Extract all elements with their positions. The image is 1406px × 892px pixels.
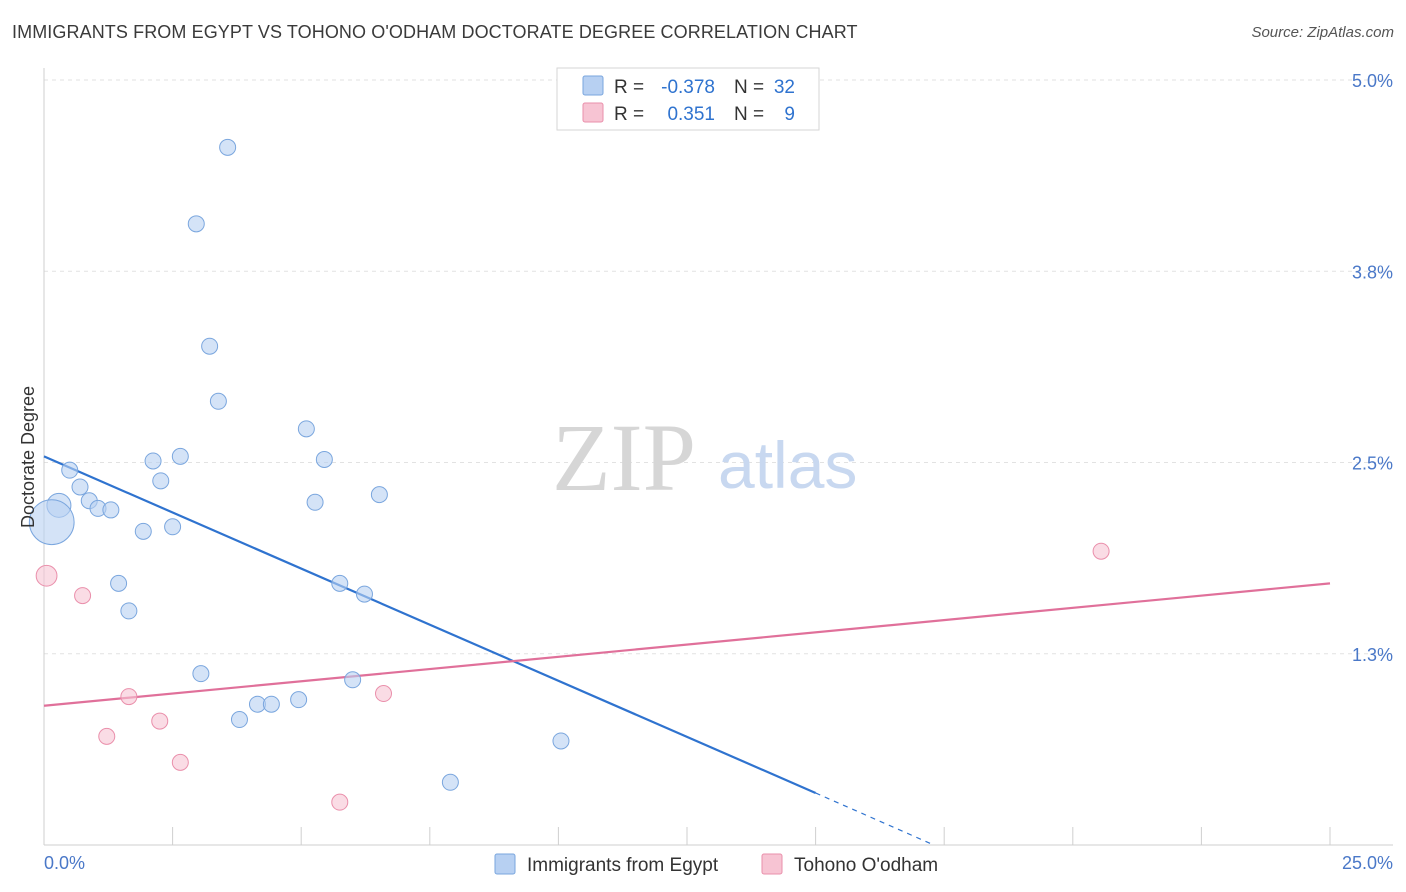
- data-point-tohono: [331, 793, 349, 811]
- y-axis-title: Doctorate Degree: [18, 386, 38, 528]
- data-point-egypt: [164, 518, 182, 536]
- stats-legend: R = -0.378 N = 32 R = 0.351 N = 9: [556, 67, 820, 131]
- data-point-egypt: [355, 585, 373, 603]
- series-legend-label-tohono: Tohono O'odham: [794, 855, 938, 876]
- series-legend-swatch-tohono: [761, 853, 783, 875]
- data-point-tohono: [151, 712, 169, 730]
- data-point-tohono: [120, 688, 138, 706]
- data-point-egypt: [262, 695, 280, 713]
- legend-swatch-egypt: [582, 75, 604, 96]
- data-points: [28, 138, 1110, 811]
- data-point-tohono: [375, 685, 393, 703]
- trendline-extension-egypt: [815, 792, 935, 846]
- legend-r-label-egypt: R =: [614, 77, 644, 98]
- y-tick-label: 1.3%: [1352, 645, 1393, 665]
- series-legend-label-egypt: Immigrants from Egypt: [527, 855, 719, 876]
- grid-lines: [44, 79, 1393, 655]
- watermark-zip: ZIP: [552, 404, 696, 511]
- data-point-egypt: [441, 773, 459, 791]
- data-point-tohono: [171, 753, 189, 771]
- data-point-egypt: [187, 215, 205, 233]
- source-credit: Source: ZipAtlas.com: [1251, 24, 1394, 41]
- data-point-egypt: [152, 472, 170, 490]
- data-point-egypt: [219, 138, 237, 156]
- watermark-atlas: atlas: [718, 428, 857, 502]
- legend-n-label-tohono: N =: [734, 104, 764, 125]
- legend-n-value-egypt: 32: [774, 77, 795, 98]
- y-tick-label: 2.5%: [1352, 454, 1393, 474]
- data-point-egypt: [297, 420, 315, 438]
- series-legend: Immigrants from Egypt Tohono O'odham: [494, 853, 938, 876]
- chart-title: IMMIGRANTS FROM EGYPT VS TOHONO O'ODHAM …: [12, 22, 858, 42]
- legend-swatch-tohono: [582, 102, 604, 123]
- y-tick-labels: 1.3% 2.5% 3.8% 5.0%: [1352, 71, 1393, 665]
- trendline-egypt: [43, 455, 817, 794]
- data-point-egypt: [209, 392, 227, 410]
- data-point-egypt: [71, 478, 89, 496]
- data-point-egypt: [192, 665, 210, 683]
- data-point-egypt: [144, 452, 162, 470]
- data-point-egypt: [230, 711, 248, 729]
- data-point-tohono: [35, 564, 58, 587]
- y-tick-label: 5.0%: [1352, 71, 1393, 91]
- legend-r-label-tohono: R =: [614, 104, 644, 125]
- data-point-egypt: [102, 501, 120, 519]
- trendlines: [43, 455, 1331, 846]
- x-tick-label-max: 25.0%: [1342, 853, 1393, 873]
- y-tick-label: 3.8%: [1352, 262, 1393, 282]
- legend-r-value-egypt: -0.378: [661, 77, 715, 98]
- data-point-egypt: [201, 337, 219, 355]
- data-point-tohono: [74, 587, 92, 605]
- data-point-egypt: [306, 493, 324, 511]
- legend-r-value-tohono: 0.351: [667, 104, 715, 125]
- legend-n-label-egypt: N =: [734, 77, 764, 98]
- x-tick-label-min: 0.0%: [44, 853, 85, 873]
- data-point-egypt: [110, 574, 128, 592]
- series-legend-swatch-egypt: [494, 853, 516, 875]
- data-point-egypt: [134, 522, 152, 540]
- data-point-egypt: [315, 450, 333, 468]
- data-point-egypt: [290, 691, 308, 709]
- data-point-egypt: [120, 602, 138, 620]
- legend-n-value-tohono: 9: [784, 104, 795, 125]
- data-point-egypt: [28, 499, 75, 546]
- data-point-tohono: [98, 727, 116, 745]
- trendline-tohono: [43, 582, 1331, 707]
- data-point-egypt: [552, 732, 570, 750]
- data-point-tohono: [1092, 542, 1110, 560]
- data-point-egypt: [61, 461, 79, 479]
- data-point-egypt: [370, 486, 388, 504]
- data-point-egypt: [331, 574, 349, 592]
- data-point-egypt: [171, 447, 189, 465]
- data-point-egypt: [344, 671, 362, 689]
